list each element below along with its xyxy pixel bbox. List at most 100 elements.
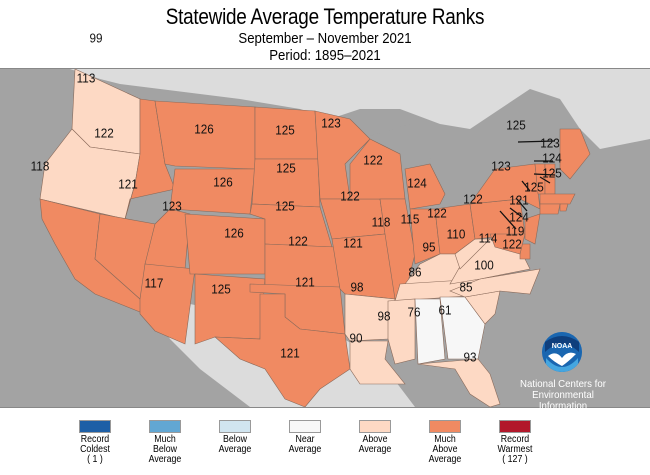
leader-line-ct — [521, 180, 531, 192]
leader-line-ri — [539, 176, 551, 184]
state-ut — [144, 208, 191, 270]
state-mt — [154, 100, 256, 170]
map-subtitle: September – November 2021 — [238, 30, 412, 47]
state-rank-tn: 86 — [408, 264, 422, 280]
state-rank-vt: 123 — [540, 135, 560, 151]
state-rank-ri: 125 — [524, 179, 544, 195]
state-rank-sd: 125 — [276, 160, 296, 176]
legend-swatch — [149, 420, 181, 433]
noaa-logo-text: NOAA — [552, 343, 573, 350]
legend-item-much-above: Much Above Average — [410, 420, 480, 465]
legend-swatch — [289, 420, 321, 433]
state-fl — [417, 358, 501, 407]
state-la — [349, 340, 406, 385]
legend-label: Record Warmest ( 127 ) — [497, 434, 533, 465]
map-title: Statewide Average Temperature Ranks — [165, 4, 485, 29]
state-rank-ms: 98 — [377, 308, 391, 324]
state-rank-va: 114 — [478, 230, 498, 246]
state-rank-pa: 122 — [463, 191, 483, 207]
state-rank-nd: 125 — [275, 122, 295, 138]
state-rank-nv: 121 — [118, 176, 138, 192]
leader-line-de — [509, 207, 523, 218]
legend: Record Coldest ( 1 ) Much Below Average Be… — [0, 420, 650, 475]
legend-swatch — [219, 420, 251, 433]
state-rank-or: 113 — [76, 70, 96, 86]
state-ms — [387, 298, 416, 365]
leader-line-ma — [533, 173, 556, 176]
legend-swatch — [359, 420, 391, 433]
state-rank-ma: 125 — [542, 165, 562, 181]
leader-line-nj — [515, 197, 528, 212]
state-me — [559, 128, 591, 180]
state-rank-mt: 126 — [194, 121, 214, 137]
state-ct — [539, 203, 561, 215]
credit-date: Mon Dec 6 2021 — [526, 411, 600, 423]
credit-line3: Information — [538, 400, 588, 412]
state-rank-la: 90 — [349, 330, 363, 346]
state-rank-nc: 100 — [474, 257, 494, 273]
great-lakes — [360, 124, 520, 199]
state-al — [414, 298, 446, 365]
state-rank-nj: 124 — [509, 209, 529, 225]
state-nj — [524, 213, 541, 245]
noaa-logo-icon: NOAA — [542, 332, 582, 372]
state-wv — [454, 238, 491, 270]
state-rank-wa: 99 — [89, 30, 103, 46]
state-rank-ok: 121 — [295, 274, 315, 290]
legend-label: Much Below Average — [148, 434, 182, 465]
state-rank-al: 76 — [407, 304, 421, 320]
legend-swatch — [429, 420, 461, 433]
state-rank-ia: 122 — [340, 188, 360, 204]
state-rank-ct: 121 — [509, 192, 529, 208]
legend-label: Above Average — [358, 434, 392, 455]
state-rank-nh: 124 — [542, 150, 562, 166]
state-rank-wi: 122 — [363, 152, 383, 168]
state-rank-co: 126 — [224, 225, 244, 241]
state-ma — [539, 193, 576, 205]
legend-swatch — [79, 420, 111, 433]
state-rank-ne: 125 — [275, 198, 295, 214]
state-rank-ky: 95 — [422, 239, 436, 255]
state-rank-oh: 122 — [427, 205, 447, 221]
state-rank-fl: 93 — [463, 349, 477, 365]
legend-item-much-below: Much Below Average — [130, 420, 200, 465]
legend-swatch — [499, 420, 531, 433]
state-ar — [344, 293, 396, 342]
state-rank-il: 118 — [371, 214, 391, 230]
state-rank-mi: 124 — [407, 175, 427, 191]
state-rank-me: 125 — [506, 117, 526, 133]
state-rank-de: 119 — [505, 223, 525, 239]
legend-label: Much Above Average — [428, 434, 462, 465]
credit-line2: Environmental — [532, 389, 594, 401]
state-rank-nm: 125 — [211, 281, 231, 297]
state-rank-sc: 85 — [459, 279, 473, 295]
state-rank-in: 115 — [400, 211, 420, 227]
state-rank-wy: 126 — [213, 174, 233, 190]
legend-item-near: Near Average — [270, 420, 340, 455]
state-nc — [449, 268, 541, 298]
legend-label: Record Coldest ( 1 ) — [80, 434, 110, 465]
state-rank-ar: 98 — [350, 279, 364, 295]
state-rank-ga: 61 — [438, 302, 452, 318]
state-ri — [559, 203, 569, 212]
leader-line-vt — [517, 140, 556, 143]
leader-line-md — [499, 210, 517, 230]
state-rank-mo: 121 — [343, 235, 363, 251]
state-md — [489, 233, 526, 255]
state-ga — [439, 296, 486, 360]
legend-item-above: Above Average — [340, 420, 410, 455]
state-rank-mn: 123 — [321, 115, 341, 131]
state-rank-az: 117 — [144, 275, 164, 291]
state-rank-ks: 122 — [288, 233, 308, 249]
legend-label: Near Average — [288, 434, 322, 455]
credit-block: National Centers for Environmental Infor… — [512, 379, 613, 423]
state-co — [184, 213, 266, 275]
state-rank-wv: 110 — [446, 226, 466, 242]
map-canvas — [39, 69, 650, 407]
state-mi — [404, 163, 446, 210]
state-tx — [214, 293, 351, 407]
legend-item-record-warmest: Record Warmest ( 127 ) — [480, 420, 550, 465]
state-rank-ny: 123 — [491, 158, 511, 174]
credit-line1: National Centers for — [520, 378, 606, 390]
legend-label: Below Average — [218, 434, 252, 455]
